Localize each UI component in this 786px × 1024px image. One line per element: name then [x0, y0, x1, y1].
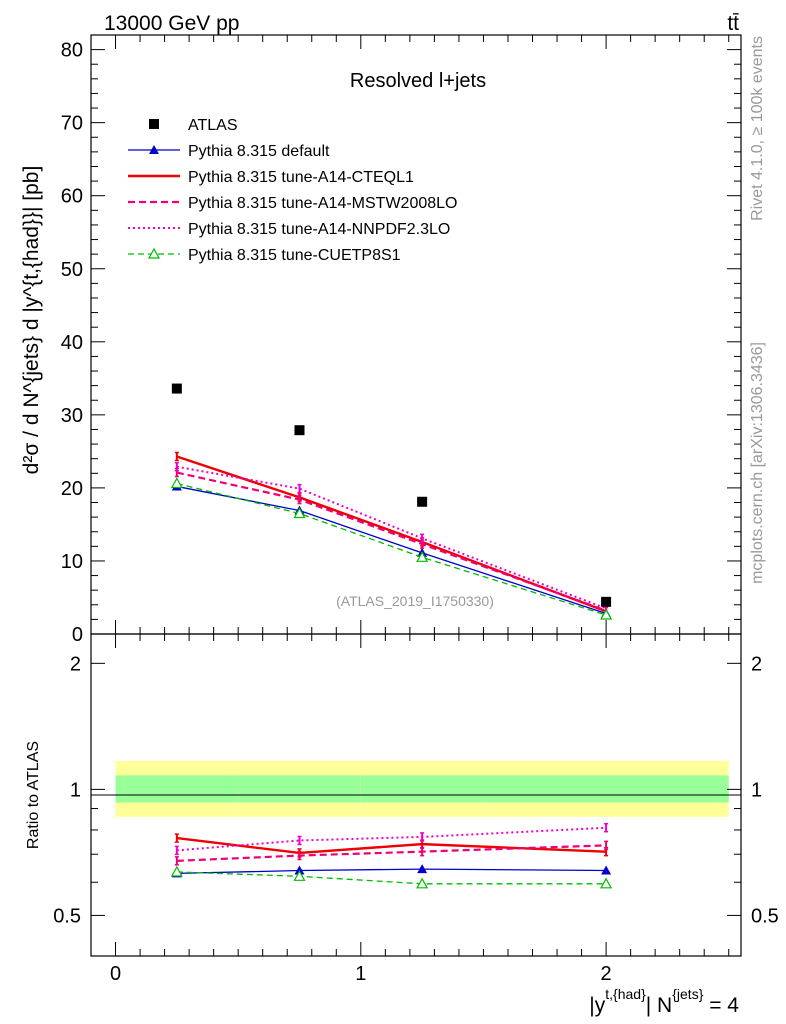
x-axis-label: |yt,{had}| N{jets} = 4 [589, 986, 739, 1017]
ratio-point-cuetp [416, 877, 429, 889]
main-point-cuetp [293, 507, 306, 519]
main-y-tick-label: 10 [61, 551, 83, 573]
ratio-band-inner [115, 775, 239, 803]
ratio-band-inner [238, 775, 361, 803]
ratio-series-group [170, 822, 613, 889]
main-y-tick-label: 40 [61, 332, 83, 354]
main-y-tick-label: 20 [61, 478, 83, 500]
ratio-line-default [176, 868, 607, 875]
main-y-tick-label: 60 [61, 186, 83, 208]
process-label: tt̄ [727, 12, 739, 35]
main-y-tick-label: 30 [61, 405, 83, 427]
analysis-id: (ATLAS_2019_I1750330) [336, 593, 494, 609]
ratio-line-cuetp [176, 871, 607, 885]
main-y-axis-label-text: d²σ / d N^{jets} d |y^{t,{had}}| [pb] [20, 166, 43, 475]
atlas-data-point [171, 383, 182, 394]
ratio-x-tick-label: 1 [355, 963, 366, 985]
ratio-y-tick-label-right: 2 [751, 653, 762, 675]
main-y-tick-label: 70 [61, 113, 83, 135]
main-y-tick-label: 0 [72, 624, 83, 646]
ratio-y-tick-label-right: 0.5 [751, 905, 779, 927]
axis-ticks: 0 10 20 30 40 50 60 70 80 0 1 2 0.5 0.5 1 1 2 2 [53, 35, 779, 985]
atlas-data-point [601, 596, 612, 607]
legend-marker-default [149, 145, 159, 154]
main-line-cuetp [176, 482, 607, 616]
legend-atlas-marker [149, 119, 159, 129]
ratio-point-default [601, 865, 612, 875]
ratio-band-inner [483, 775, 729, 803]
main-y-tick-label: 80 [61, 40, 83, 62]
main-point-cuetp [416, 551, 429, 562]
main-y-axis-label: d²σ / d N^{jets} d |y^{t,{had}}| [pb] [20, 166, 43, 475]
ratio-x-tick-label: 0 [110, 963, 121, 985]
rivet-label: Rivet 4.1.0, ≥ 100k events [749, 36, 766, 221]
ratio-point-cuetp [600, 877, 613, 889]
legend-label-mstw: Pythia 8.315 tune-A14-MSTW2008LO [188, 195, 457, 212]
ratio-line-mstw [176, 844, 607, 862]
ratio-y-axis-label: Ratio to ATLAS [25, 741, 42, 849]
ratio-point-default [417, 864, 428, 874]
main-point-cuetp [170, 477, 183, 489]
atlas-data-point [417, 496, 428, 507]
ratio-point-cuetp [293, 870, 306, 881]
main-y-tick-label: 50 [61, 259, 83, 281]
legend-label-cuetp: Pythia 8.315 tune-CUETP8S1 [188, 247, 401, 264]
mcplots-label: mcplots.cern.ch [arXiv:1306.3436] [749, 342, 766, 584]
ratio-line-cteql1 [176, 836, 607, 855]
ratio-y-tick-label: 1 [70, 779, 81, 801]
ratio-plot-frame [90, 633, 742, 957]
energy-label: 13000 GeV pp [104, 12, 239, 35]
ratio-y-tick-label: 0.5 [53, 905, 81, 927]
main-point-cuetp [600, 608, 613, 620]
ratio-point-cuetp [170, 865, 183, 877]
main-series-group [170, 383, 613, 620]
ratio-y-tick-label: 2 [70, 653, 81, 675]
legend-label-default: Pythia 8.315 default [188, 143, 330, 160]
legend-marker-cuetp [147, 247, 161, 259]
ratio-x-tick-label: 2 [601, 963, 612, 985]
ratio-band-inner [360, 775, 484, 803]
legend: ATLAS Pythia 8.315 default Pythia 8.315 tu… [128, 117, 457, 264]
ratio-line-nnpdf [176, 826, 607, 852]
ratio-uncertainty-bands [115, 760, 729, 817]
legend-label-atlas: ATLAS [188, 117, 238, 134]
legend-label-nnpdf: Pythia 8.315 tune-A14-NNPDF2.3LO [188, 221, 450, 238]
main-line-nnpdf [176, 465, 607, 610]
main-line-mstw [176, 471, 607, 612]
ratio-point-default [294, 865, 305, 875]
ratio-y-tick-label-right: 1 [751, 779, 762, 801]
atlas-data-point [294, 425, 305, 436]
legend-label-cteql1: Pythia 8.315 tune-A14-CTEQL1 [188, 169, 414, 186]
chart-title: Resolved l+jets [350, 70, 486, 92]
